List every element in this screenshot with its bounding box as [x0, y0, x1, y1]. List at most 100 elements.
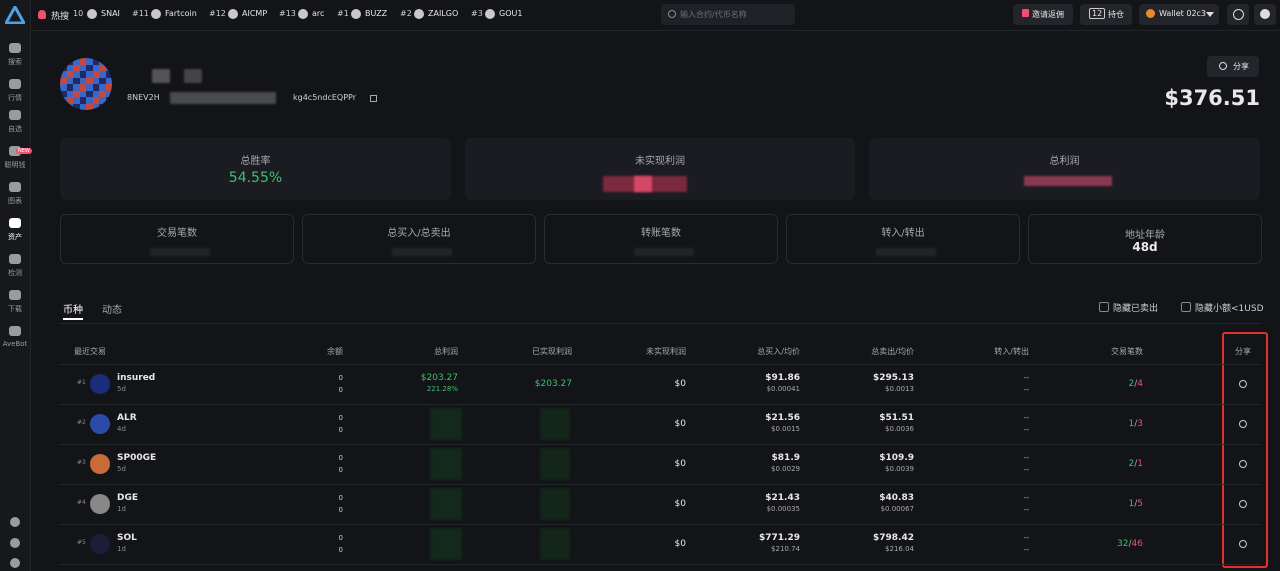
token-icon	[90, 454, 110, 474]
ticker-name[interactable]: SNAI	[101, 9, 120, 18]
token-age: 5d	[117, 385, 126, 393]
avatar-pixel	[73, 77, 80, 84]
search-box[interactable]	[661, 4, 795, 25]
trade-count: /	[1134, 419, 1138, 429]
filter-label: 隐藏已卖出	[1113, 304, 1159, 314]
sidebar-label[interactable]: 搜索	[8, 58, 22, 66]
sidebar-label[interactable]: 下载	[8, 305, 22, 313]
avatar-pixel	[73, 71, 80, 78]
ticker-icon	[151, 9, 161, 19]
trades: 1/3	[1003, 419, 1143, 429]
redacted	[876, 248, 936, 256]
cell: $0.0015	[771, 425, 800, 433]
rank: #3	[77, 459, 86, 466]
cell: --	[1023, 546, 1029, 554]
sidebar-icon	[9, 146, 21, 156]
avatar-pixel	[66, 90, 73, 97]
share-row-button[interactable]	[1239, 540, 1247, 548]
copy-icon	[370, 95, 377, 102]
tab[interactable]: 币种	[63, 305, 83, 316]
sidebar-bottom-icon[interactable]	[10, 558, 20, 568]
avatar-pixel	[73, 103, 80, 110]
avatar-pixel	[92, 58, 99, 65]
sidebar-label[interactable]: 自选	[8, 125, 22, 133]
sidebar-label[interactable]: 图表	[8, 197, 22, 205]
trade-count: 1	[1128, 499, 1135, 509]
sidebar-label[interactable]: 行情	[8, 94, 22, 102]
ticker-name[interactable]: Fartcoin	[165, 9, 197, 18]
ticker-name[interactable]: GOU1	[499, 9, 523, 18]
cell: 0	[338, 454, 343, 462]
trade-count: 1	[1128, 419, 1135, 429]
redacted	[184, 69, 202, 83]
globe-icon	[1233, 9, 1244, 20]
ticker-name[interactable]: AICMP	[242, 9, 268, 18]
token-symbol[interactable]: insured	[117, 373, 156, 383]
sidebar-bottom-icon[interactable]	[10, 538, 20, 548]
stat-card	[786, 214, 1020, 264]
token-symbol[interactable]: SP00GE	[117, 453, 157, 463]
avatar-pixel	[105, 77, 112, 84]
sidebar-label[interactable]: 资产	[8, 233, 22, 241]
cell: $21.56	[765, 413, 800, 423]
share-row-button[interactable]	[1239, 500, 1247, 508]
holdings-button[interactable]	[1080, 4, 1132, 25]
sidebar-icon	[9, 290, 21, 300]
win-rate: 54.55%	[228, 170, 283, 186]
share-row-button[interactable]	[1239, 380, 1247, 388]
token-icon	[90, 494, 110, 514]
avatar-pixel	[66, 84, 73, 91]
sidebar-label[interactable]: AveBot	[2, 340, 28, 348]
cell: $798.42	[873, 533, 914, 543]
cell: 0	[338, 466, 343, 474]
avatar-pixel	[86, 71, 93, 78]
cell: $210.74	[771, 545, 800, 553]
tab[interactable]: 动态	[102, 305, 122, 316]
row-divider	[60, 484, 1260, 485]
share-button[interactable]	[1207, 56, 1259, 77]
moon-icon	[1260, 9, 1270, 19]
ticker-rank[interactable]: #3	[471, 9, 483, 18]
rank: #5	[77, 539, 86, 546]
ticker-name[interactable]: ZAILGO	[428, 9, 459, 18]
token-symbol[interactable]: DGE	[117, 493, 139, 503]
trade-count: /	[1134, 379, 1138, 389]
token-symbol[interactable]: ALR	[117, 413, 137, 423]
stat-card	[60, 214, 294, 264]
ticker-name[interactable]: arc	[312, 9, 325, 18]
avatar-pixel	[105, 103, 112, 110]
ticker-rank[interactable]: #13	[279, 9, 296, 18]
avatar-pixel	[86, 58, 93, 65]
avatar-pixel	[99, 90, 106, 97]
cell: --	[1023, 374, 1029, 382]
ticker-icon	[351, 9, 361, 19]
table-header: 总利润	[434, 347, 458, 356]
avatar-pixel	[86, 103, 93, 110]
checkbox[interactable]	[1181, 302, 1191, 312]
ticker-rank[interactable]: #12	[209, 9, 226, 18]
share-row-button[interactable]	[1239, 420, 1247, 428]
cell: 0	[338, 386, 343, 394]
tab-underline	[63, 318, 83, 320]
share-row-button[interactable]	[1239, 460, 1247, 468]
cell: $0.0013	[885, 385, 914, 393]
token-symbol[interactable]: SOL	[117, 533, 137, 543]
sidebar-label[interactable]: 聪明钱	[4, 161, 26, 169]
avatar-pixel	[79, 97, 86, 104]
wallet-button[interactable]	[1139, 4, 1219, 25]
table-header: 转入/转出	[994, 347, 1029, 356]
ticker-rank[interactable]: #11	[132, 9, 149, 18]
sidebar-bottom-icon[interactable]	[10, 517, 20, 527]
checkbox[interactable]	[1099, 302, 1109, 312]
token-age: 4d	[117, 425, 126, 433]
ticker-name[interactable]: BUZZ	[365, 9, 388, 18]
ticker-rank[interactable]: 10	[73, 9, 84, 18]
ticker-rank[interactable]: #2	[400, 9, 412, 18]
sidebar-label[interactable]: 检测	[8, 269, 22, 277]
cell: $203.27	[534, 379, 572, 389]
cell: $216.04	[885, 545, 914, 553]
cell: $0.0029	[771, 465, 800, 473]
ticker-rank[interactable]: #1	[337, 9, 349, 18]
cell: 0	[338, 374, 343, 382]
